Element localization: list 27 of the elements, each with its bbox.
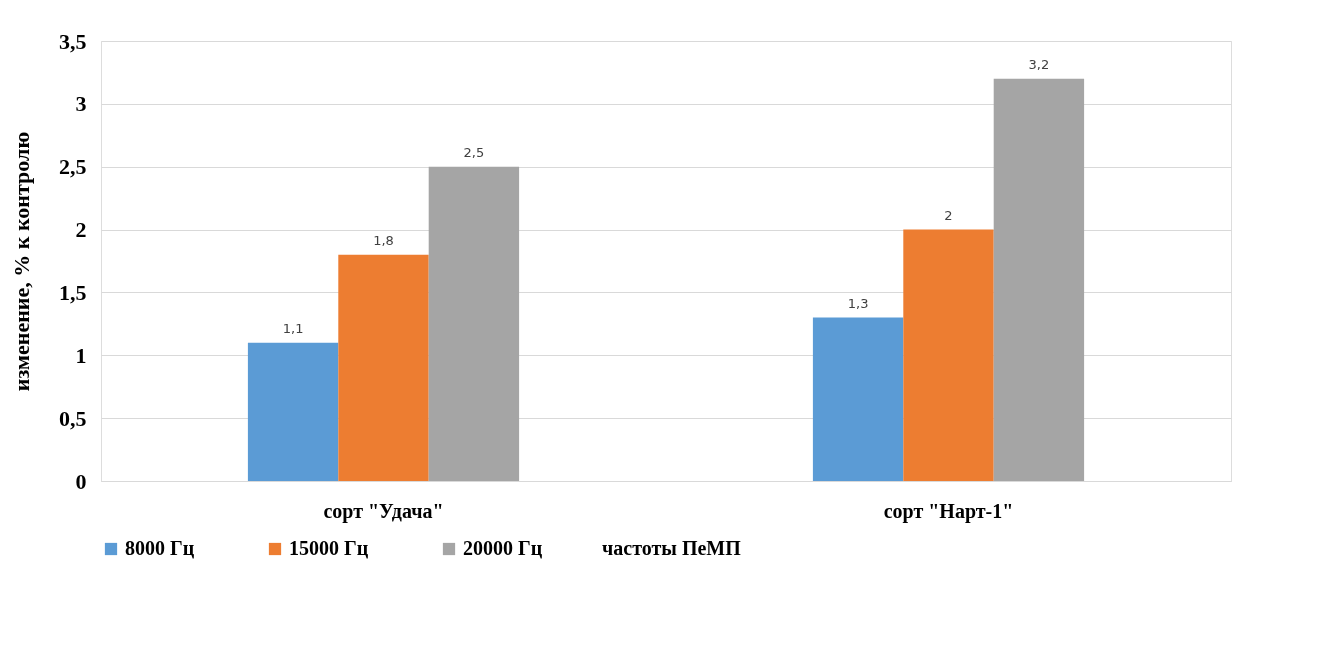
legend-label: 20000 Гц (463, 537, 543, 559)
y-tick-label: 2,5 (59, 154, 87, 180)
y-tick-label: 0 (75, 468, 87, 494)
x-tick-label: сорт "Удача" (323, 499, 444, 523)
x-tick-label: сорт "Нарт-1" (883, 499, 1014, 523)
legend-title: частоты ПеМП (602, 537, 742, 559)
bar (903, 229, 994, 481)
bar (428, 166, 520, 481)
y-tick-label: 1,5 (59, 279, 87, 305)
data-label: 1,1 (282, 320, 304, 336)
bar (993, 78, 1085, 481)
data-label: 1,3 (847, 295, 869, 311)
y-tick-label: 2 (75, 217, 87, 243)
legend-label: 8000 Гц (125, 537, 195, 559)
y-axis-title: изменение, % к контролю (9, 131, 34, 392)
data-label: 3,2 (1028, 56, 1050, 72)
bar (338, 254, 429, 481)
y-tick-label: 1 (75, 342, 87, 368)
data-label: 1,8 (373, 232, 394, 248)
y-tick-label: 3,5 (59, 28, 87, 54)
bar (247, 342, 339, 481)
y-tick-label: 3 (75, 91, 87, 117)
data-label: 2,5 (463, 144, 485, 160)
legend-label: 15000 Гц (289, 537, 369, 559)
bar (812, 317, 904, 481)
y-tick-label: 0,5 (59, 405, 87, 431)
data-label: 2 (944, 207, 953, 223)
